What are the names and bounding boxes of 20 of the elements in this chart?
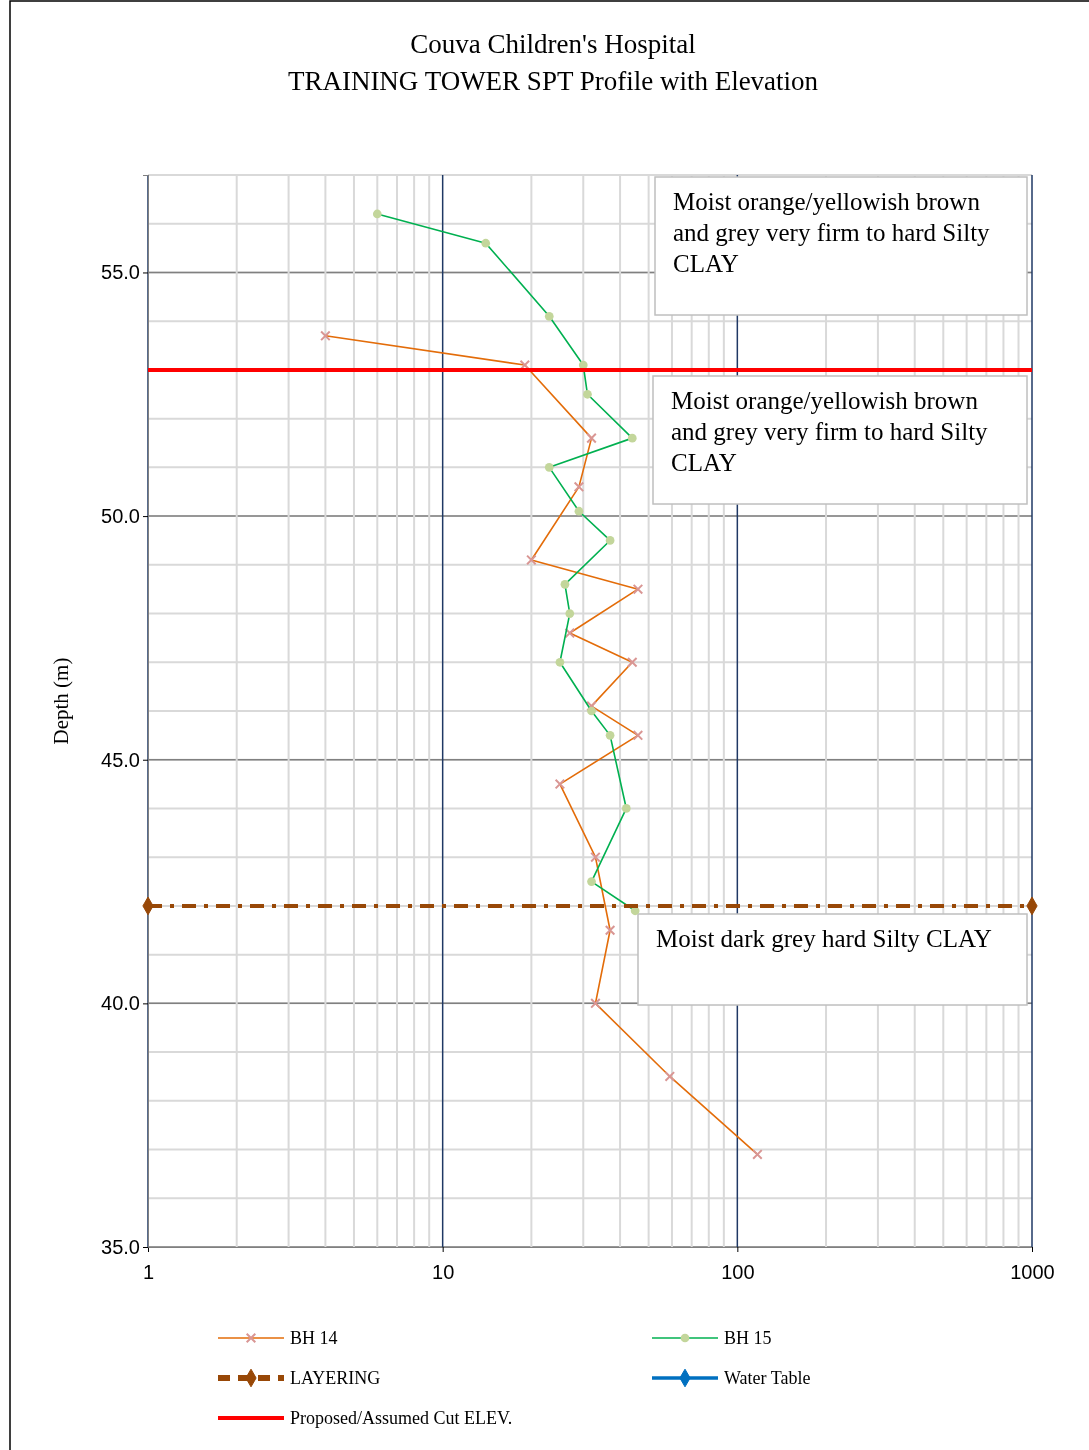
legend-label: Water Table (724, 1368, 811, 1388)
y-tick-label: 45.0 (101, 748, 140, 771)
legend-label: BH 14 (290, 1328, 338, 1348)
annotation: Moist orange/yellowish brown and grey very firm to hard Silty CLAY (671, 387, 989, 476)
y-tick-label: 50.0 (101, 504, 140, 527)
y-tick-label: 40.0 (101, 992, 140, 1015)
x-tick-label: 100 (721, 1261, 755, 1283)
y-tick-label: 55.0 (101, 261, 140, 284)
legend-label: LAYERING (290, 1368, 381, 1388)
chart-title: Couva Children's Hospital (410, 29, 696, 59)
y-tick-label: 35.0 (101, 1235, 140, 1258)
y-axis-title: Depth (m) (49, 657, 73, 745)
x-tick-label: 1 (142, 1261, 155, 1283)
legend-label: Proposed/Assumed Cut ELEV. (290, 1408, 513, 1428)
legend-label: BH 15 (724, 1328, 772, 1348)
x-tick-label: 1000 (1010, 1261, 1055, 1283)
annotation: Moist orange/yellowish brown and grey very firm to hard Silty CLAY (673, 188, 991, 277)
chart-subtitle: TRAINING TOWER SPT Profile with Elevation (287, 66, 819, 96)
x-tick-label: 10 (432, 1261, 455, 1283)
annotation: Moist dark grey hard Silty CLAY (656, 925, 992, 952)
